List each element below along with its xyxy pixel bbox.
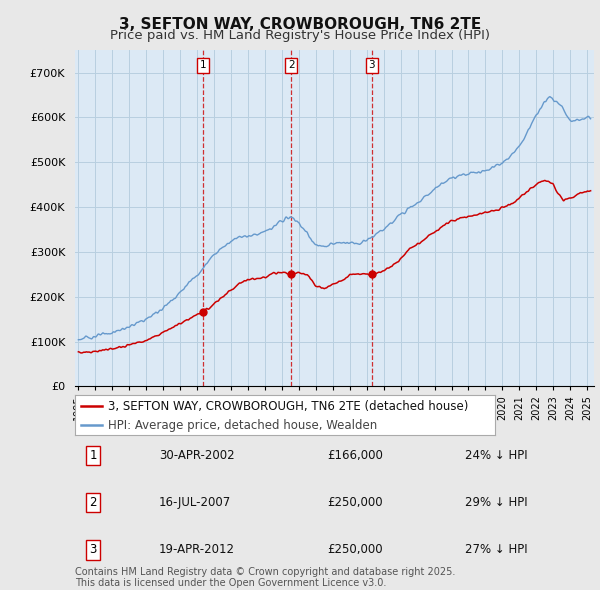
Text: 1: 1 bbox=[89, 449, 97, 462]
Text: 2: 2 bbox=[288, 60, 295, 70]
Text: Contains HM Land Registry data © Crown copyright and database right 2025.
This d: Contains HM Land Registry data © Crown c… bbox=[75, 566, 455, 588]
Text: HPI: Average price, detached house, Wealden: HPI: Average price, detached house, Weal… bbox=[108, 419, 377, 432]
Text: 2: 2 bbox=[89, 496, 97, 509]
Text: 3: 3 bbox=[368, 60, 375, 70]
Text: 19-APR-2012: 19-APR-2012 bbox=[159, 543, 235, 556]
Text: Price paid vs. HM Land Registry's House Price Index (HPI): Price paid vs. HM Land Registry's House … bbox=[110, 30, 490, 42]
Text: 27% ↓ HPI: 27% ↓ HPI bbox=[465, 543, 527, 556]
Text: 24% ↓ HPI: 24% ↓ HPI bbox=[465, 449, 527, 462]
Text: £250,000: £250,000 bbox=[327, 496, 383, 509]
Text: 30-APR-2002: 30-APR-2002 bbox=[159, 449, 235, 462]
Text: 29% ↓ HPI: 29% ↓ HPI bbox=[465, 496, 527, 509]
Text: 3, SEFTON WAY, CROWBOROUGH, TN6 2TE (detached house): 3, SEFTON WAY, CROWBOROUGH, TN6 2TE (det… bbox=[108, 400, 468, 413]
Text: 3, SEFTON WAY, CROWBOROUGH, TN6 2TE: 3, SEFTON WAY, CROWBOROUGH, TN6 2TE bbox=[119, 17, 481, 31]
Text: 1: 1 bbox=[199, 60, 206, 70]
Text: 16-JUL-2007: 16-JUL-2007 bbox=[159, 496, 231, 509]
Text: 3: 3 bbox=[89, 543, 97, 556]
Text: £250,000: £250,000 bbox=[327, 543, 383, 556]
Text: £166,000: £166,000 bbox=[327, 449, 383, 462]
